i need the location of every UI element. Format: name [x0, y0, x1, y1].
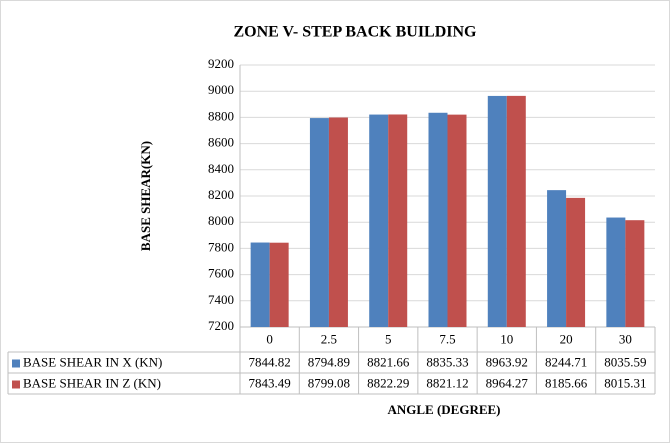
y-tick-label: 8600: [208, 135, 234, 150]
table-value: 8794.89: [308, 354, 350, 369]
bar: [328, 117, 348, 327]
x-tick-label: 20: [560, 331, 573, 346]
table-value: 8821.66: [367, 354, 410, 369]
table-value: 8244.71: [545, 354, 587, 369]
bar: [487, 95, 507, 327]
x-axis-title: ANGLE (DEGREE): [387, 402, 500, 417]
x-tick-label: 2.5: [321, 331, 337, 346]
bar: [447, 114, 467, 328]
table-value: 8822.29: [367, 375, 409, 390]
x-tick-label: 30: [619, 331, 632, 346]
y-tick-label: 7800: [208, 239, 234, 254]
chart-title: ZONE V- STEP BACK BUILDING: [233, 24, 477, 41]
bar: [428, 112, 448, 328]
bar: [269, 242, 289, 327]
table-value: 8835.33: [426, 354, 468, 369]
x-tick-label: 5: [385, 331, 392, 346]
bar: [309, 118, 329, 327]
bar: [547, 190, 567, 327]
legend-label: BASE SHEAR IN Z (KN): [23, 375, 161, 390]
bar: [566, 197, 586, 327]
y-tick-label: 8000: [208, 213, 234, 228]
table-value: 8015.31: [604, 375, 646, 390]
bar: [606, 217, 626, 327]
x-tick-label: 7.5: [439, 331, 455, 346]
y-tick-label: 9200: [208, 56, 234, 71]
legend-swatch: [12, 359, 20, 368]
y-tick-label: 9000: [208, 82, 234, 97]
table-value: 8964.27: [486, 375, 529, 390]
table-value: 7843.49: [249, 375, 291, 390]
legend-label: BASE SHEAR IN X (KN): [23, 354, 162, 369]
bar: [625, 220, 645, 327]
y-tick-label: 8200: [208, 187, 234, 202]
table-value: 8821.12: [426, 375, 468, 390]
table-value: 8185.66: [545, 375, 588, 390]
bar: [250, 242, 270, 327]
y-tick-label: 8800: [208, 108, 234, 123]
y-tick-label: 7200: [208, 318, 234, 333]
bar: [388, 114, 408, 327]
bar: [506, 95, 526, 327]
table-value: 8799.08: [308, 375, 350, 390]
y-tick-label: 7400: [208, 292, 234, 307]
bar: [369, 114, 389, 328]
y-tick-label: 7600: [208, 266, 234, 281]
legend-swatch: [12, 380, 20, 389]
table-value: 8035.59: [604, 354, 646, 369]
table-value: 8963.92: [486, 354, 528, 369]
table-value: 7844.82: [249, 354, 291, 369]
x-tick-label: 0: [266, 331, 273, 346]
x-tick-label: 10: [500, 331, 513, 346]
y-axis-title: BASE SHEAR(KN): [138, 141, 153, 251]
y-tick-label: 8400: [208, 161, 234, 176]
